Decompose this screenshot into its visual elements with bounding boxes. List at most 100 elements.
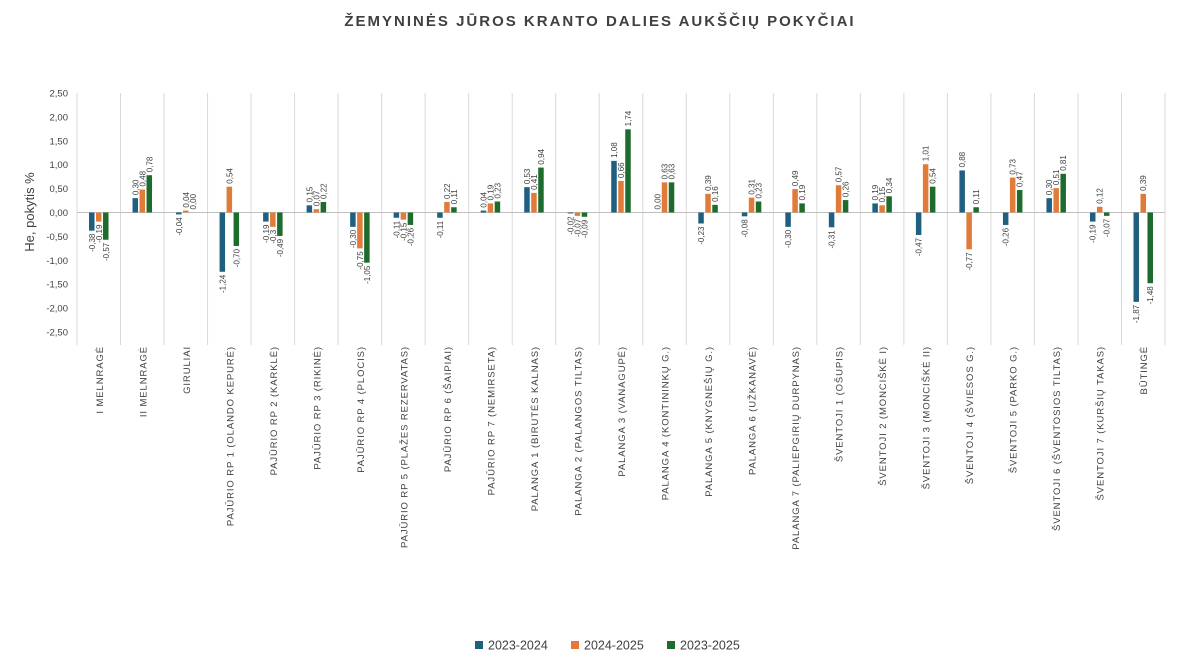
data-label: 0,66 — [617, 162, 626, 178]
x-axis-ticks: I MELNRAGĖ II MELNRAGĖ GIRULIAI PAJŪRIO RP … — [95, 346, 1150, 550]
y-tick-label: -2,50 — [46, 328, 68, 339]
data-label: 0,26 — [842, 181, 851, 197]
legend-label: 2023-2025 — [680, 639, 740, 653]
bar — [277, 212, 283, 236]
y-axis-ticks: 2,50 2,00 1,50 1,00 0,50 0,00 -0,50 -1,00 -1,50 -… — [46, 89, 68, 339]
bar — [611, 160, 617, 213]
y-tick-label: -1,50 — [46, 280, 68, 291]
x-category-label: PAJŪRIO RP 5 (PLAŽES REZERVATAS) — [399, 346, 410, 548]
data-label: 0,63 — [661, 163, 670, 179]
bar — [407, 212, 414, 225]
data-label: -0,26 — [406, 227, 415, 246]
data-label: -0,3 — [269, 229, 278, 243]
x-category-label: PALANGA 1 (BIRUTĖS KALNAS) — [530, 346, 541, 511]
bar — [741, 212, 748, 217]
data-label: -0,15 — [399, 222, 408, 241]
bar — [792, 189, 798, 213]
data-label: 0,30 — [131, 179, 140, 195]
bar — [618, 180, 624, 213]
bar — [146, 175, 153, 213]
data-label: -1,05 — [363, 265, 372, 284]
data-label: -0,30 — [349, 229, 358, 248]
data-label: 0,30 — [1045, 179, 1054, 195]
bar — [842, 200, 849, 213]
data-label: 0,48 — [138, 170, 147, 186]
y-tick-label: -0,50 — [46, 232, 68, 243]
bar — [785, 212, 791, 227]
y-tick-label: 0,50 — [50, 184, 69, 195]
bar — [835, 185, 842, 213]
y-tick-label: 2,50 — [50, 89, 69, 100]
bar — [1140, 193, 1146, 213]
legend-label: 2024-2025 — [584, 639, 644, 653]
data-label: 0,57 — [835, 166, 844, 182]
bar — [183, 210, 189, 213]
bar — [176, 212, 182, 215]
data-label: -0,07 — [1103, 218, 1112, 237]
data-label: 0,19 — [871, 184, 880, 200]
data-label: -1,87 — [1132, 304, 1141, 323]
bar — [444, 201, 450, 213]
data-label: 0,11 — [450, 189, 459, 205]
bar — [132, 198, 139, 213]
bar — [922, 164, 929, 213]
data-label: -0,77 — [965, 252, 974, 271]
x-category-label: BŪTINGĖ — [1139, 346, 1150, 395]
legend-swatch — [667, 641, 675, 649]
bar — [89, 212, 95, 231]
legend-swatch — [571, 641, 579, 649]
data-label: 0,49 — [791, 170, 800, 186]
data-label: -0,07 — [573, 218, 582, 237]
bar — [451, 207, 457, 213]
data-label: 0,47 — [1016, 171, 1025, 187]
x-category-label: ŠVENTOJI 7 (KURŠIŲ TAKAS) — [1096, 346, 1107, 500]
bar — [879, 205, 885, 213]
data-label: -0,75 — [356, 251, 365, 270]
legend-item: 2023-2024 — [475, 639, 548, 653]
bar — [487, 203, 494, 213]
bar — [581, 212, 588, 217]
data-label: 0,22 — [319, 183, 328, 199]
data-label: -0,08 — [741, 219, 750, 238]
data-label: 0,54 — [225, 168, 234, 184]
bar — [1103, 212, 1110, 216]
data-label: 0,51 — [1052, 169, 1061, 185]
data-label: 1,08 — [610, 142, 619, 158]
data-label: 0,78 — [145, 156, 154, 172]
bar — [233, 212, 240, 246]
bar — [1089, 212, 1096, 222]
data-label: 0,15 — [305, 186, 314, 202]
data-label: 0,19 — [798, 184, 807, 200]
data-label: 0,16 — [711, 186, 720, 202]
bar — [959, 170, 965, 213]
x-category-label: PAJŪRIO RP 7 (NEMIRSETA) — [486, 346, 497, 495]
x-category-label: PALANGA 2 (PALANGOS TILTAS) — [573, 346, 584, 516]
data-label: -0,02 — [566, 216, 575, 235]
bar — [1053, 188, 1059, 213]
bar — [393, 212, 400, 218]
data-label: 0,11 — [972, 189, 981, 205]
bar — [263, 212, 269, 222]
bar — [270, 212, 276, 227]
bar — [96, 212, 102, 222]
bar — [524, 187, 530, 213]
data-label: 0,12 — [1096, 188, 1105, 204]
x-category-label: PALANGA 4 (KONTININKŲ G.) — [661, 346, 672, 500]
data-label: -0,26 — [1002, 227, 1011, 246]
bar — [320, 201, 327, 213]
bar — [872, 203, 878, 213]
data-label: 0,04 — [182, 191, 191, 207]
bar — [1096, 206, 1103, 213]
grid-layer — [76, 93, 1166, 345]
x-category-label: PALANGA 6 (UŽKANAVĖ) — [748, 346, 759, 475]
bar — [219, 212, 226, 272]
bar — [1002, 212, 1009, 225]
y-tick-label: 0,00 — [50, 208, 69, 219]
bar — [1016, 190, 1023, 213]
bar — [828, 212, 835, 228]
data-label: -0,19 — [95, 224, 104, 243]
x-category-label: PAJŪRIO RP 6 (ŠAIPIAI) — [443, 346, 454, 472]
x-category-label: GIRULIAI — [182, 346, 193, 394]
